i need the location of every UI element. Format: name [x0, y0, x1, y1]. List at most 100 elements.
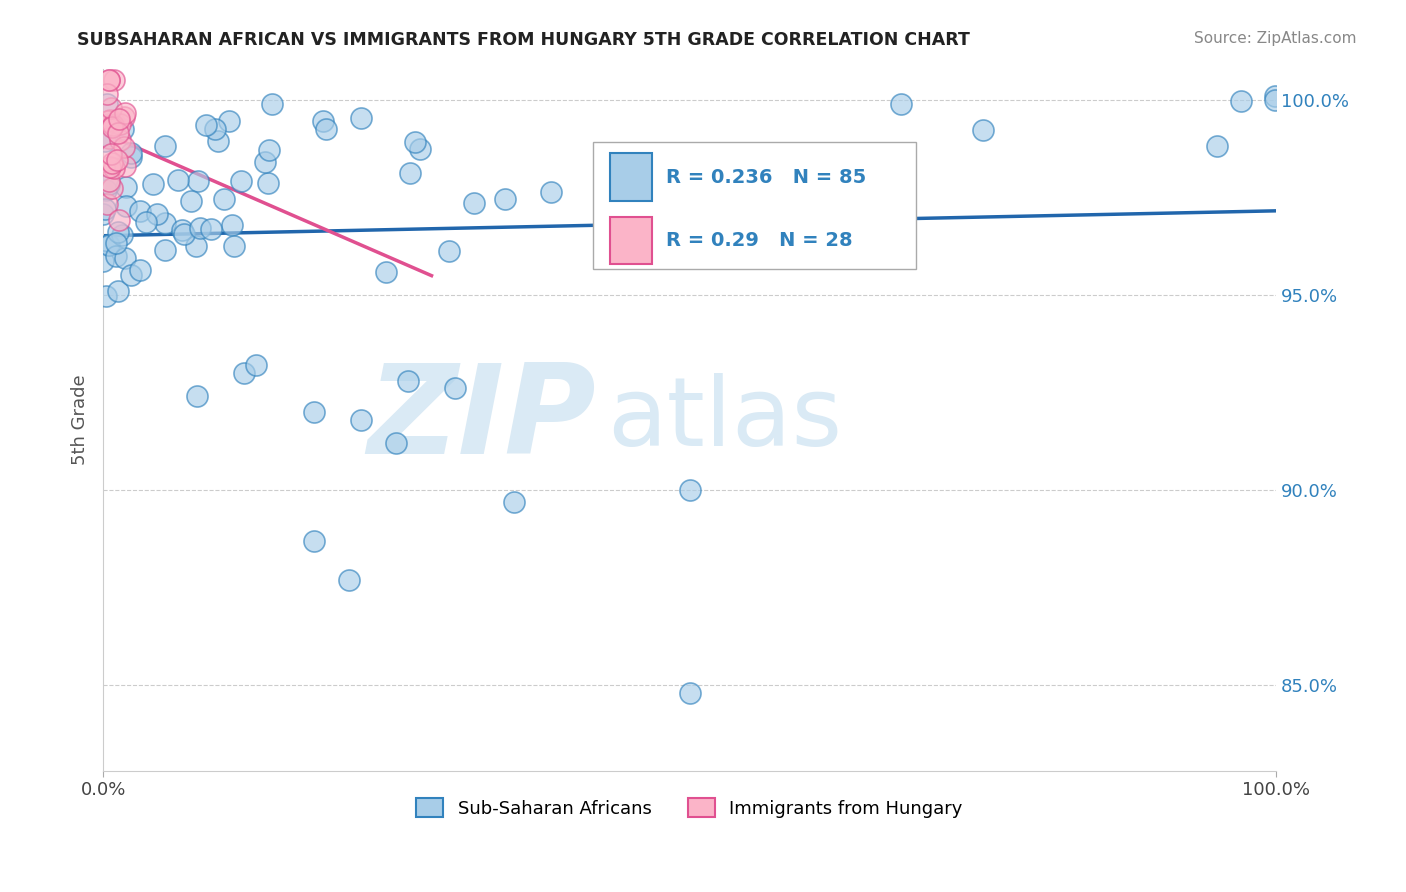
Point	[128, 263, 150, 277]
Point	[111, 227, 134, 242]
Text: Source: ZipAtlas.com: Source: ZipAtlas.com	[1194, 31, 1357, 46]
Point	[104, 248, 127, 262]
Point	[302, 533, 325, 548]
Point	[98, 73, 121, 87]
Point	[1264, 93, 1286, 107]
Point	[107, 112, 129, 126]
Point	[221, 218, 243, 232]
Point	[595, 157, 617, 171]
Point	[350, 111, 373, 125]
Point	[91, 207, 114, 221]
Point	[207, 134, 229, 148]
Point	[890, 97, 912, 112]
Point	[260, 97, 283, 112]
Point	[96, 182, 118, 196]
Point	[114, 251, 136, 265]
Point	[98, 73, 121, 87]
Point	[107, 285, 129, 299]
Point	[96, 96, 118, 111]
Point	[97, 128, 120, 143]
FancyBboxPatch shape	[610, 217, 652, 264]
Point	[1264, 88, 1286, 103]
Point	[253, 155, 276, 169]
Point	[404, 135, 426, 149]
Text: SUBSAHARAN AFRICAN VS IMMIGRANTS FROM HUNGARY 5TH GRADE CORRELATION CHART: SUBSAHARAN AFRICAN VS IMMIGRANTS FROM HU…	[77, 31, 970, 49]
Legend: Sub-Saharan Africans, Immigrants from Hungary: Sub-Saharan Africans, Immigrants from Hu…	[409, 791, 970, 825]
Point	[110, 116, 132, 130]
Point	[98, 131, 121, 145]
Point	[170, 223, 193, 237]
Point	[101, 156, 124, 170]
Point	[98, 160, 121, 174]
Point	[114, 160, 136, 174]
Point	[104, 235, 127, 250]
Point	[229, 174, 252, 188]
Point	[245, 358, 267, 372]
Point	[142, 178, 165, 192]
FancyBboxPatch shape	[610, 153, 652, 202]
Point	[97, 238, 120, 252]
Point	[302, 405, 325, 419]
Point	[972, 123, 994, 137]
Point	[110, 133, 132, 147]
Point	[612, 204, 634, 219]
Point	[194, 118, 217, 132]
Point	[103, 114, 125, 128]
Point	[439, 244, 461, 258]
Point	[100, 101, 122, 115]
Point	[98, 112, 121, 127]
Point	[678, 197, 700, 211]
Point	[173, 227, 195, 241]
Point	[212, 192, 235, 206]
Point	[115, 199, 138, 213]
Point	[167, 173, 190, 187]
Point	[374, 265, 396, 279]
Point	[97, 113, 120, 128]
Point	[257, 143, 280, 157]
Point	[218, 114, 240, 128]
FancyBboxPatch shape	[593, 142, 915, 268]
Point	[107, 226, 129, 240]
Point	[200, 221, 222, 235]
Point	[112, 140, 135, 154]
Point	[153, 138, 176, 153]
Point	[101, 181, 124, 195]
Point	[120, 150, 142, 164]
Point	[114, 105, 136, 120]
Point	[463, 196, 485, 211]
Point	[108, 213, 131, 227]
Point	[155, 217, 177, 231]
Point	[94, 134, 117, 148]
Point	[93, 253, 115, 268]
Point	[678, 686, 700, 700]
Point	[222, 238, 245, 252]
Point	[94, 289, 117, 303]
Point	[146, 207, 169, 221]
Point	[232, 366, 254, 380]
Point	[97, 177, 120, 191]
Y-axis label: 5th Grade: 5th Grade	[72, 375, 89, 465]
Point	[1229, 94, 1251, 108]
Point	[98, 238, 121, 252]
Point	[385, 436, 408, 450]
Point	[94, 202, 117, 216]
Point	[188, 221, 211, 235]
Point	[153, 243, 176, 257]
Point	[120, 145, 142, 160]
Point	[96, 87, 118, 101]
Point	[101, 120, 124, 135]
Point	[100, 146, 122, 161]
Point	[396, 374, 419, 388]
Point	[399, 166, 422, 180]
Point	[111, 122, 134, 136]
Text: R = 0.236   N = 85: R = 0.236 N = 85	[666, 168, 866, 186]
Point	[540, 185, 562, 199]
Point	[129, 203, 152, 218]
Point	[103, 119, 125, 133]
Point	[257, 176, 280, 190]
Point	[105, 153, 128, 167]
Text: ZIP: ZIP	[367, 359, 596, 480]
Text: atlas: atlas	[607, 373, 842, 467]
Point	[96, 197, 118, 211]
Text: R = 0.29   N = 28: R = 0.29 N = 28	[666, 231, 852, 250]
